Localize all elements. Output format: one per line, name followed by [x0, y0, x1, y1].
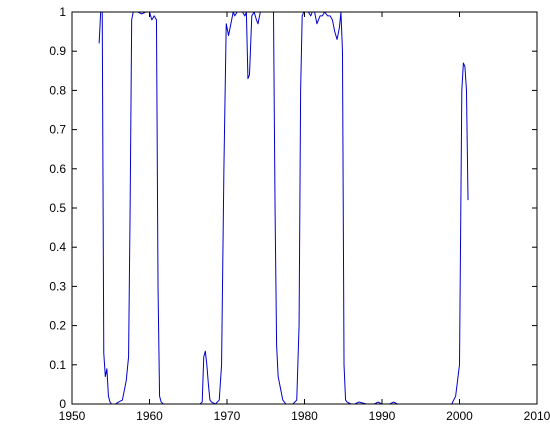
series-line [98, 11, 469, 405]
plot-area-frame [71, 11, 538, 405]
y-tick-label: 0.9 [49, 44, 66, 58]
y-tick-label: 0.7 [49, 123, 66, 137]
x-tick-label: 1990 [369, 409, 396, 423]
y-tick-label: 0.6 [49, 162, 66, 176]
y-tick-label: 0.2 [49, 319, 66, 333]
y-tick-label: 0 [59, 397, 66, 411]
y-axis-tick-labels: 0 0.1 0.2 0.3 0.4 0.5 0.6 0.7 0.8 0.9 1 [49, 5, 66, 411]
y-tick-label: 0.3 [49, 279, 66, 293]
y-tick-label: 0.4 [49, 240, 66, 254]
y-tick-label: 0.5 [49, 201, 66, 215]
y-tick-label: 0.1 [49, 358, 66, 372]
x-tick-label: 1970 [214, 409, 241, 423]
x-tick-label: 1980 [291, 409, 318, 423]
series-layer [98, 11, 469, 405]
x-axis-tick-labels: 1950 1960 1970 1980 1990 2000 2010 [59, 409, 550, 423]
x-tick-label: 1950 [59, 409, 86, 423]
x-tick-label: 2010 [524, 409, 550, 423]
y-tick-label: 1 [59, 5, 66, 19]
axis-ticks [71, 11, 538, 405]
x-tick-label: 2000 [446, 409, 473, 423]
y-tick-label: 0.8 [49, 83, 66, 97]
x-tick-label: 1960 [136, 409, 163, 423]
